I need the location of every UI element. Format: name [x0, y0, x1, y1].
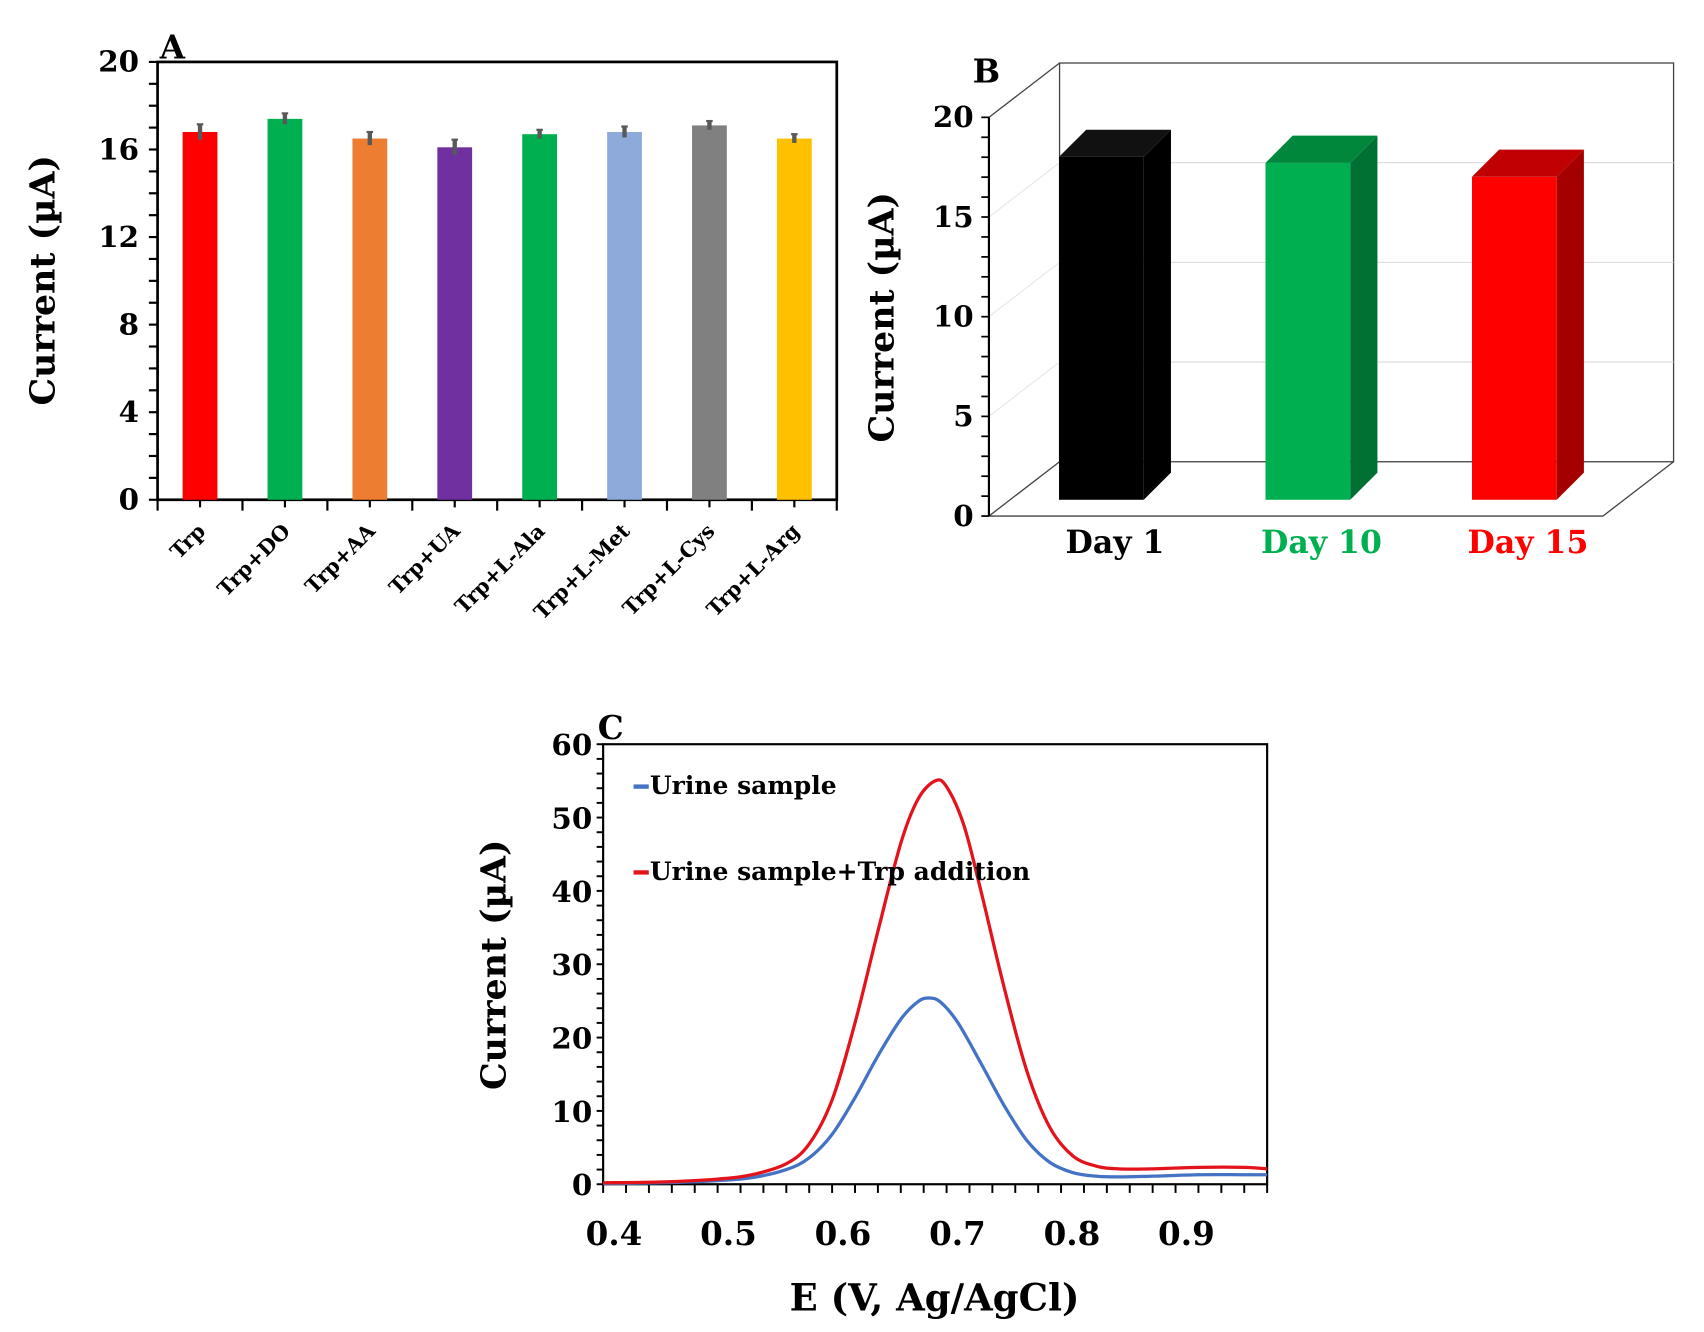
x-tick-label: 0.6: [815, 1214, 872, 1253]
bar-front-2: [1471, 176, 1557, 500]
panel-c-label: C: [598, 708, 624, 747]
panel-a-x-ticks: [156, 499, 838, 511]
gridline: [988, 261, 1060, 318]
y-tick-label: 8: [119, 306, 139, 341]
y-tick-label: 20: [98, 44, 139, 79]
panel-b-bars: [1059, 129, 1584, 500]
floor-edge: [1602, 461, 1674, 517]
panel-b-label: B: [973, 52, 1001, 91]
category-label: Trp+AA: [300, 518, 380, 598]
bar-side-0: [1143, 129, 1171, 500]
bar-trp-do: [267, 118, 303, 500]
panel-b-y-ticks: 0 5 10 15 20: [933, 99, 991, 533]
category-label: Day 15: [1468, 524, 1589, 561]
bar-trp: [182, 131, 218, 500]
bar-top-0: [1059, 129, 1171, 157]
y-tick-label: 50: [551, 800, 592, 835]
panel-a-y-axis-label: Current (µA): [22, 155, 63, 405]
bar-trp-aa: [352, 138, 388, 500]
series-line-urine-sample-trp-addition: [603, 778, 1268, 1185]
y-tick-label: 12: [98, 219, 139, 254]
bar-trp-ua: [437, 147, 473, 500]
x-tick-label: 0.4: [586, 1214, 643, 1253]
y-tick-label: 0: [572, 1167, 592, 1202]
panel-c-plot-frame: [602, 743, 1269, 1186]
y-tick-label: 40: [551, 874, 592, 909]
bar-top-2: [1471, 149, 1584, 177]
gridline: [988, 162, 1060, 218]
panel-c-x-ticks: 0.4 0.5 0.6 0.7 0.8 0.9: [586, 1184, 1269, 1253]
y-tick-label: 10: [933, 298, 974, 333]
y-tick-label: 20: [551, 1020, 592, 1055]
y-tick-label: 20: [933, 99, 974, 134]
y-tick-label: 30: [551, 947, 592, 982]
panel-c-y-axis-label: Current (µA): [473, 840, 514, 1090]
bar-top-1: [1265, 135, 1378, 163]
x-tick-label: 0.7: [929, 1214, 986, 1253]
y-tick-label: 60: [551, 727, 592, 762]
bar-trp-l-ala: [522, 134, 558, 500]
bar-side-1: [1350, 135, 1378, 500]
category-label: Trp+UA: [384, 518, 465, 599]
y-tick-label: 10: [551, 1094, 592, 1129]
panel-b-3d-bar-chart: B 0 5 10 15 20 Day 1 Day 10 Day 15 Current (µA…: [861, 52, 1675, 561]
y-tick-label: 0: [953, 498, 973, 533]
bar-trp-l-arg: [776, 138, 812, 500]
legend-label: Urine sample: [650, 771, 837, 800]
y-tick-label: 16: [98, 131, 139, 166]
bar-front-0: [1059, 156, 1144, 500]
panel-b-category-labels: Day 1 Day 10 Day 15: [1066, 524, 1589, 561]
series-line-urine-sample: [603, 996, 1268, 1186]
y-tick-label: 4: [119, 394, 139, 429]
panel-a-y-ticks: 0 4 8 12 16 20: [98, 44, 158, 517]
panel-a-bars: [182, 112, 812, 500]
x-tick-label: 0.9: [1158, 1214, 1215, 1253]
y-tick-label: 15: [933, 199, 974, 234]
x-tick-label: 0.5: [700, 1214, 757, 1253]
panel-a-label: A: [159, 28, 186, 67]
bar-trp-l-cys: [692, 125, 727, 500]
panel-c-y-ticks: 0 10 20 30 40 50 60: [551, 727, 604, 1202]
category-label: Day 1: [1066, 524, 1165, 561]
panel-a-category-labels: Trp Trp+DO Trp+AA Trp+UATrp+L-AlaTrp+L-MetT…: [165, 518, 804, 624]
panel-c-x-axis-label: E (V, Ag/AgCl): [790, 1275, 1080, 1319]
legend-label: Urine sample+Trp addition: [650, 857, 1030, 886]
panel-a-plot-frame: [156, 60, 839, 502]
x-tick-label: 0.8: [1044, 1214, 1101, 1253]
floor-edge: [988, 461, 1060, 517]
bar-side-2: [1556, 149, 1584, 500]
y-tick-label: 0: [119, 482, 139, 517]
bar-front-1: [1265, 162, 1351, 500]
y-tick-label: 5: [953, 398, 973, 433]
category-label: Trp+DO: [213, 519, 295, 601]
panel-c-series-lines: [603, 778, 1268, 1186]
panel-c-legend: Urine sample Urine sample+Trp addition: [633, 771, 1030, 886]
category-label: Day 10: [1261, 524, 1382, 561]
category-label: Trp: [165, 519, 210, 564]
bar-trp-l-met: [607, 131, 642, 500]
gridline: [988, 361, 1060, 417]
panel-b-y-axis-label: Current (µA): [861, 192, 902, 442]
wall-edge: [988, 62, 1060, 118]
panel-c-line-chart: C 0 10 20 30 40 50 60 0.4 0.5 0.6 0.7 0.8 0.9 Urine…: [473, 708, 1269, 1319]
